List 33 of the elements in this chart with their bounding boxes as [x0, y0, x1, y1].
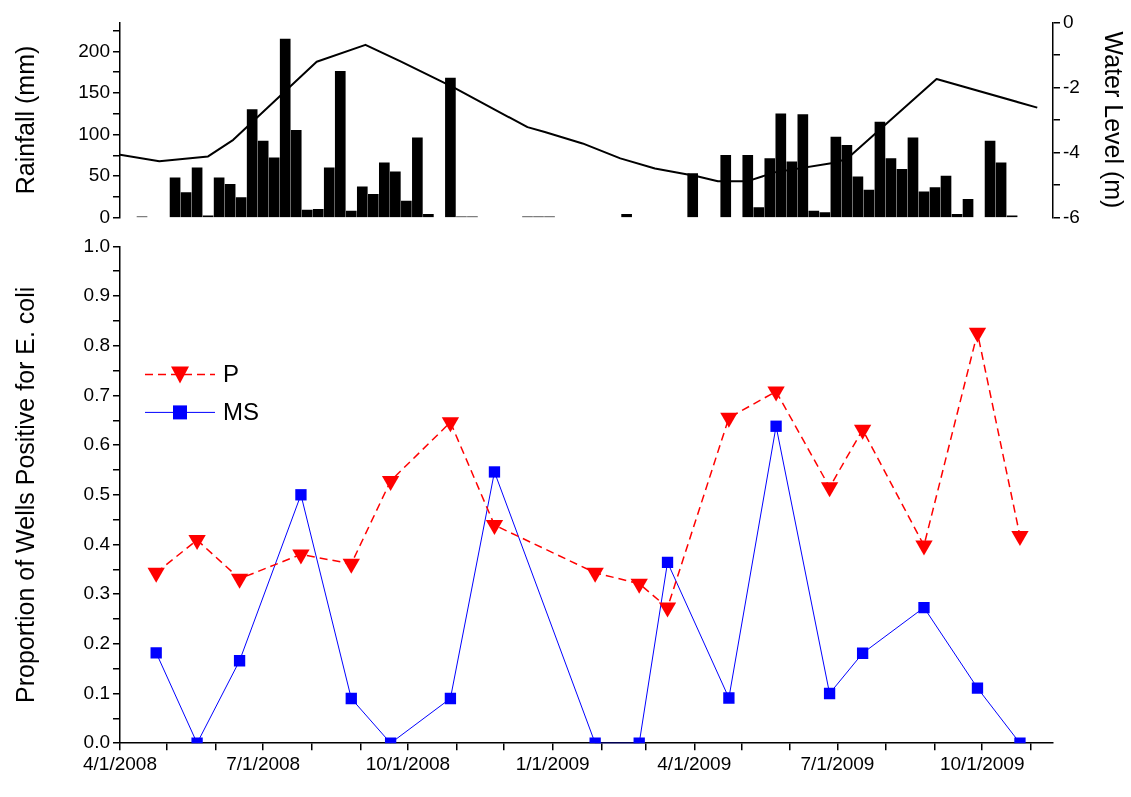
y2-tick-label: -6: [1063, 205, 1080, 227]
y-tick-label: 0.5: [83, 483, 110, 505]
y2-tick-label: -2: [1063, 75, 1080, 97]
x-tick-label: 7/1/2008: [226, 752, 301, 774]
x-tick-label: 10/1/2008: [365, 752, 451, 774]
y2-tick-label: -4: [1063, 140, 1081, 162]
y-tick-label: 1.0: [83, 234, 110, 256]
legend-label: P: [223, 360, 240, 388]
y-tick-label: 0.3: [83, 582, 110, 604]
y-tick-label: 50: [88, 164, 110, 186]
y-tick-label: 0.1: [83, 681, 110, 703]
y-tick-label: 100: [78, 122, 110, 144]
y-axis-title: Proportion of Wells Positive for E. coli: [10, 286, 39, 703]
y2-axis-title: Water Level (m): [1100, 31, 1129, 209]
x-tick-label: 7/1/2009: [800, 752, 875, 774]
y-tick-label: 0.2: [83, 632, 110, 654]
bar: [621, 213, 632, 218]
y-axis-title: Rainfall (mm): [10, 45, 39, 195]
legend-label: MS: [223, 398, 259, 426]
y-tick-label: 200: [78, 39, 110, 61]
y-tick-label: 0.0: [83, 731, 110, 753]
y-tick-label: 150: [78, 81, 110, 103]
y-tick-label: 0.6: [83, 433, 110, 455]
x-tick-label: 4/1/2008: [83, 752, 157, 774]
y-tick-label: 0.7: [83, 383, 110, 405]
x-tick-label: 4/1/2009: [657, 752, 732, 774]
x-tick-label: 10/1/2009: [939, 752, 1025, 774]
x-tick-label: 1/1/2009: [515, 752, 590, 774]
y-tick-label: 0.8: [83, 333, 110, 355]
y-tick-label: 0.9: [83, 284, 110, 306]
y-tick-label: 0: [99, 205, 110, 227]
y2-tick-label: 0: [1063, 10, 1074, 32]
y-tick-label: 0.4: [83, 532, 111, 554]
